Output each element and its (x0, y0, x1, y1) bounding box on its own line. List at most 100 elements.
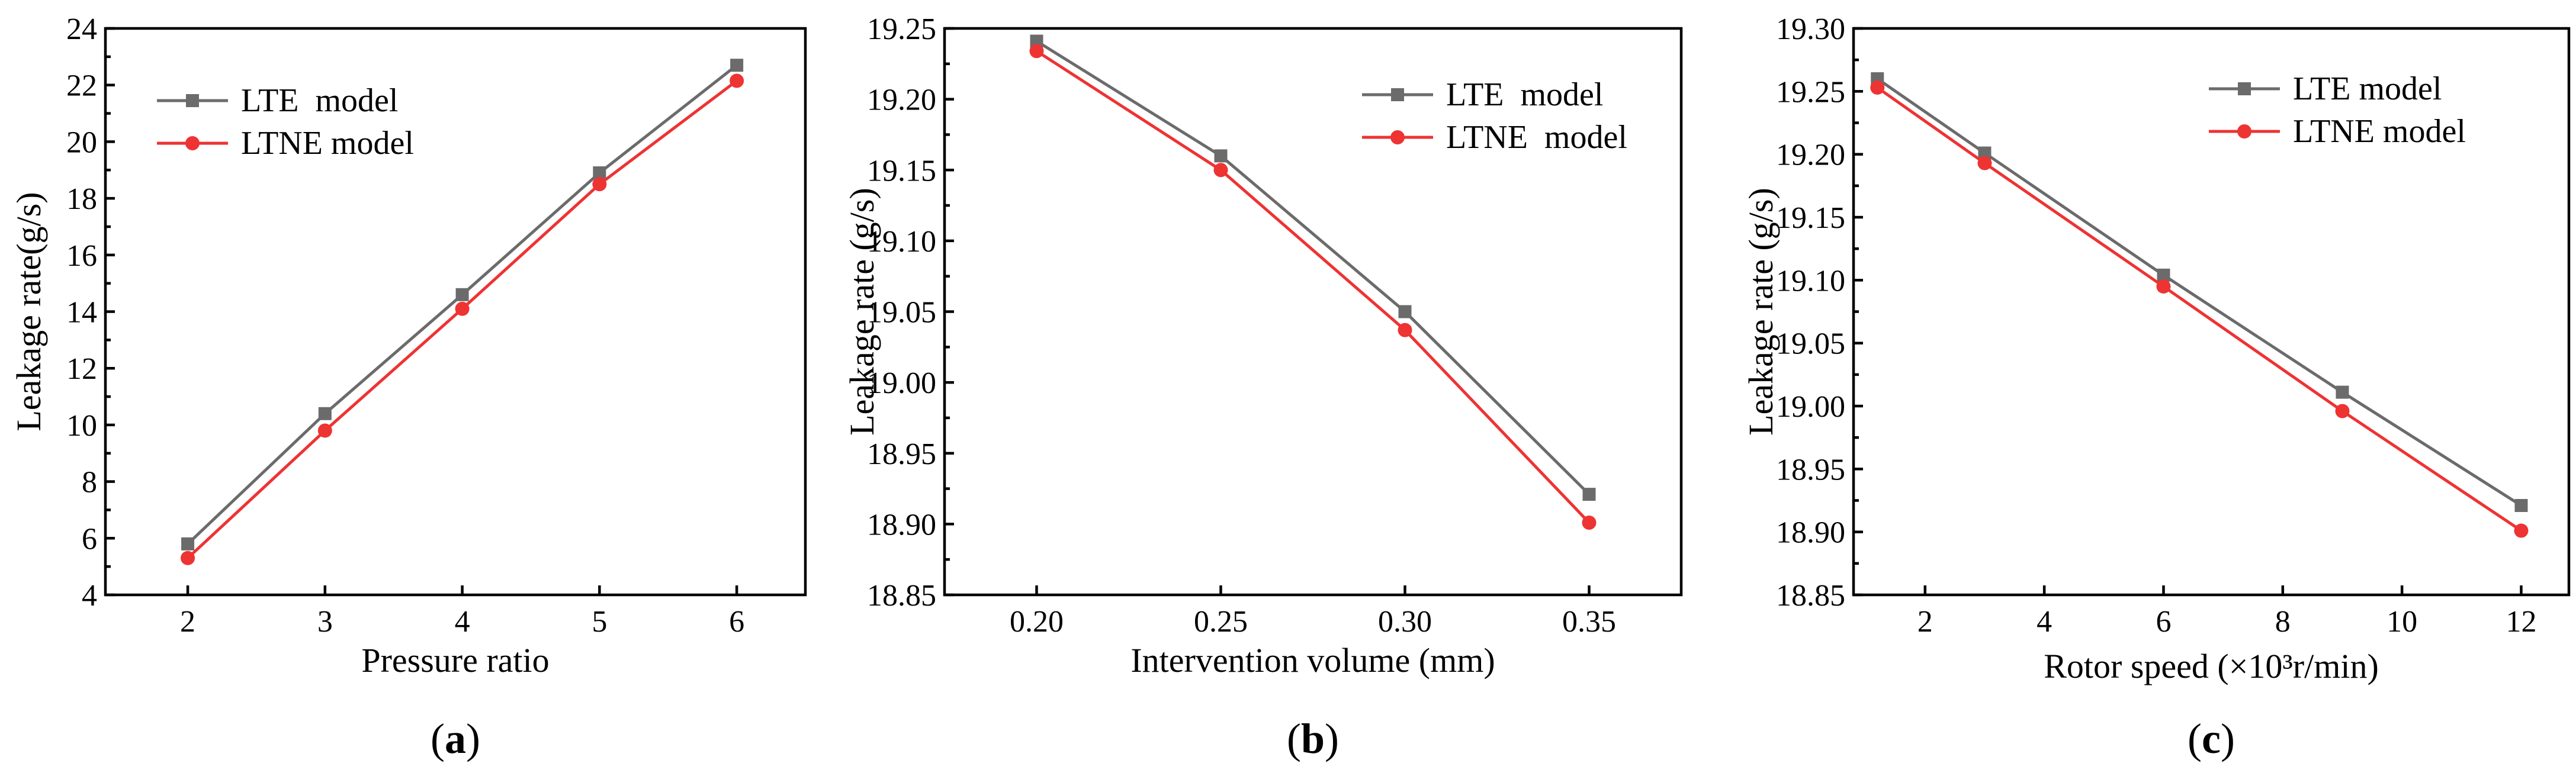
x-tick-label: 3 (317, 605, 333, 639)
y-axis-title: Leakage rate (g/s) (1742, 188, 1780, 436)
panel-label: (a) (431, 715, 480, 762)
data-point-lte (2514, 499, 2528, 513)
chart-panel-a: 4 6 8 10 12 14 16 18 20 22 24 2 3 4 5 6 Pressure ratio Le… (9, 12, 807, 762)
y-tick-label: 19.10 (867, 225, 936, 259)
data-point-ltne (1582, 515, 1597, 530)
data-point-ltne (2335, 404, 2350, 418)
y-tick-label: 19.30 (1776, 12, 1845, 46)
legend-marker-lte (186, 94, 199, 107)
y-tick-label: 19.10 (1776, 264, 1845, 298)
data-point-ltne (455, 301, 470, 316)
y-tick-label: 19.20 (867, 83, 936, 117)
data-point-ltne (1870, 80, 1885, 95)
data-point-lte (1398, 305, 1412, 318)
data-point-ltne (1029, 44, 1044, 59)
y-tick-label: 19.25 (1776, 75, 1845, 109)
x-tick-label: 2 (1917, 605, 1933, 639)
legend-label: LTE model (241, 82, 398, 119)
y-tick-label: 12 (66, 352, 97, 386)
legend-label: LTNE model (2293, 113, 2466, 150)
legend-label: LTNE model (241, 125, 414, 162)
y-tick-label: 18.90 (867, 508, 936, 542)
series-line-ltne (1036, 50, 1591, 524)
y-tick-label: 19.15 (1776, 201, 1845, 235)
series-line-ltne (1876, 86, 2522, 532)
chart-panel-b: 18.85 18.90 18.95 19.00 19.05 19.10 19.15 19.20… (843, 12, 1683, 762)
plot-frame (104, 27, 807, 597)
plot-frame (943, 27, 1683, 597)
data-point-lte (2157, 268, 2170, 282)
legend-label: LTE model (1446, 76, 1603, 113)
data-point-lte (1030, 34, 1043, 48)
legend-marker-ltne (2237, 124, 2251, 139)
y-tick-label: 8 (82, 466, 97, 500)
x-tick-label: 4 (455, 605, 470, 639)
data-point-ltne (1213, 163, 1228, 178)
data-point-ltne (592, 177, 607, 192)
y-tick-label: 18.90 (1776, 516, 1845, 550)
x-tick-label: 12 (2506, 605, 2536, 639)
y-tick-label: 22 (66, 69, 97, 103)
data-point-lte (181, 537, 195, 550)
x-tick-label: 6 (729, 605, 744, 639)
y-tick-label: 6 (82, 522, 97, 556)
data-point-lte (318, 407, 332, 420)
y-tick-label: 19.25 (867, 12, 936, 46)
x-axis-title: Pressure ratio (361, 641, 549, 680)
legend-marker-lte (2238, 82, 2251, 95)
y-tick-label: 18 (66, 182, 97, 216)
y-tick-label: 18.95 (867, 437, 936, 471)
y-tick-label: 18.85 (867, 579, 936, 613)
data-point-lte (1978, 146, 1992, 160)
legend-label: LTE model (2293, 70, 2442, 107)
x-tick-label: 5 (592, 605, 607, 639)
y-tick-label: 19.00 (867, 366, 936, 400)
x-tick-label: 0.25 (1194, 605, 1248, 639)
x-tick-label: 0.35 (1562, 605, 1616, 639)
y-tick-label: 19.05 (1776, 327, 1845, 361)
data-point-lte (730, 59, 744, 72)
data-point-ltne (2156, 279, 2171, 294)
y-axis-title: Leakage rate (g/s) (843, 188, 881, 436)
data-point-ltne (730, 73, 744, 88)
y-tick-label: 20 (66, 125, 97, 159)
data-point-ltne (317, 423, 332, 438)
panel-label: (b) (1287, 715, 1339, 762)
data-point-ltne (2514, 523, 2529, 538)
x-tick-label: 2 (180, 605, 195, 639)
y-tick-label: 10 (66, 409, 97, 443)
y-tick-label: 19.15 (867, 154, 936, 188)
data-point-lte (593, 166, 606, 180)
x-axis-title: Intervention volume (mm) (1130, 641, 1495, 680)
chart-panel-c: 18.85 18.90 18.95 19.00 19.05 19.10 19.15 19.20… (1742, 12, 2571, 762)
y-tick-label: 4 (82, 579, 97, 613)
data-point-lte (1582, 488, 1596, 501)
y-tick-label: 24 (66, 12, 97, 46)
x-tick-label: 10 (2387, 605, 2417, 639)
y-tick-label: 19.00 (1776, 390, 1845, 424)
x-tick-label: 6 (2156, 605, 2171, 639)
data-point-lte (455, 288, 469, 301)
y-axis-title: Leakage rate(g/s) (9, 192, 48, 431)
x-tick-label: 8 (2275, 605, 2291, 639)
y-tick-label: 18.95 (1776, 453, 1845, 487)
y-tick-label: 14 (66, 296, 97, 330)
legend-marker-lte (1391, 88, 1404, 101)
x-tick-label: 0.30 (1378, 605, 1432, 639)
y-tick-label: 18.85 (1776, 579, 1845, 613)
legend-label: LTNE model (1446, 119, 1627, 156)
legend-marker-ltne (185, 136, 200, 150)
x-axis-title: Rotor speed (×10³r/min) (2044, 647, 2379, 685)
data-point-ltne (1977, 156, 1992, 170)
series-line-lte (1036, 40, 1591, 495)
y-tick-label: 16 (66, 239, 97, 273)
data-point-lte (1214, 149, 1228, 163)
legend-marker-ltne (1390, 130, 1405, 144)
x-tick-label: 4 (2037, 605, 2052, 639)
data-point-ltne (181, 550, 195, 565)
panel-label: (c) (2188, 715, 2235, 762)
data-point-lte (2336, 385, 2349, 399)
y-tick-label: 19.05 (867, 296, 936, 330)
data-point-ltne (1398, 323, 1412, 337)
